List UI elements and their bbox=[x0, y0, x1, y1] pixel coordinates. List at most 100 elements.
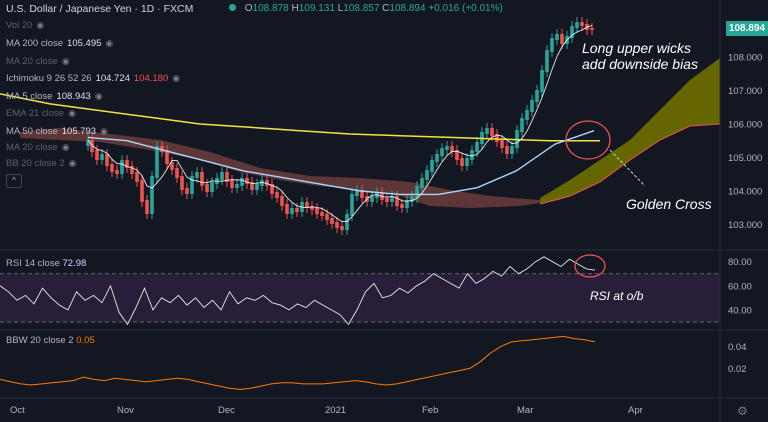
visibility-eye-icon[interactable]: ◉ bbox=[36, 20, 45, 30]
candle-body bbox=[110, 164, 114, 172]
candle-body bbox=[275, 192, 279, 198]
candle-body bbox=[500, 140, 504, 148]
candle-body bbox=[550, 38, 554, 52]
indicator-label: MA 50 close bbox=[6, 126, 58, 137]
bbw-pane: 0.04 0.02 bbox=[0, 335, 747, 390]
candle-body bbox=[450, 146, 454, 152]
indicator-label: MA 20 close bbox=[6, 142, 58, 153]
indicator-legend-item[interactable]: EMA 21 close ◉ bbox=[6, 108, 76, 119]
candle-body bbox=[370, 196, 374, 202]
candle-body bbox=[535, 90, 539, 102]
candle-body bbox=[240, 178, 244, 186]
close-label: C bbox=[382, 3, 390, 14]
candle-body bbox=[145, 200, 149, 214]
indicator-legend-item[interactable]: MA 5 close 108.943 ◉ bbox=[6, 91, 103, 102]
price-tick-label: 108.000 bbox=[728, 52, 762, 63]
ohlc-readout: O108.878 H109.131 L108.857 C108.894 +0.0… bbox=[225, 3, 503, 14]
market-open-icon bbox=[229, 4, 236, 11]
last-price-badge: 108.894 bbox=[726, 21, 768, 36]
candlestick-series bbox=[86, 17, 594, 235]
collapse-legend-button[interactable]: ^ bbox=[6, 174, 22, 188]
visibility-eye-icon[interactable]: ◉ bbox=[172, 73, 181, 83]
time-tick-label: Nov bbox=[117, 405, 134, 416]
golden-cross-pointer bbox=[609, 149, 646, 187]
indicator-label: BB 20 close 2 bbox=[6, 158, 65, 169]
visibility-eye-icon[interactable]: ◉ bbox=[105, 38, 114, 48]
indicator-label: EMA 21 close bbox=[6, 108, 65, 119]
candle-body bbox=[415, 186, 419, 198]
candle-body bbox=[505, 146, 509, 154]
settings-gear-icon[interactable]: ⚙ bbox=[737, 404, 748, 418]
bbw-value: 0.05 bbox=[76, 335, 95, 346]
candle-body bbox=[160, 146, 164, 152]
bbw-tick-label: 0.02 bbox=[728, 364, 747, 375]
indicator-label: MA 5 close bbox=[6, 91, 53, 102]
candle-body bbox=[425, 170, 429, 180]
indicator-legend-item[interactable]: Vol 20 ◉ bbox=[6, 20, 44, 31]
candle-body bbox=[285, 204, 289, 214]
candle-body bbox=[270, 184, 274, 194]
time-tick-label: Mar bbox=[517, 405, 533, 416]
bbw-label: BBW 20 close 2 bbox=[6, 335, 74, 346]
candle-body bbox=[90, 140, 94, 152]
indicator-value: 104.724 bbox=[95, 73, 130, 84]
candle-body bbox=[220, 172, 224, 180]
cloud-red-area bbox=[20, 128, 560, 208]
candle-body bbox=[385, 198, 389, 202]
candle-body bbox=[315, 208, 319, 214]
candle-body bbox=[530, 100, 534, 112]
indicator-legend-item[interactable]: MA 20 close ◉ bbox=[6, 142, 70, 153]
candle-body bbox=[125, 160, 129, 168]
indicator-legend-item[interactable]: MA 20 close ◉ bbox=[6, 56, 70, 67]
candle-body bbox=[290, 208, 294, 214]
indicator-legend-item[interactable]: MA 50 close 105.793 ◉ bbox=[6, 126, 108, 137]
visibility-eye-icon[interactable]: ◉ bbox=[94, 91, 103, 101]
candle-body bbox=[260, 180, 264, 186]
candle-body bbox=[335, 222, 339, 228]
candle-body bbox=[390, 196, 394, 202]
visibility-eye-icon[interactable]: ◉ bbox=[68, 158, 77, 168]
visibility-eye-icon[interactable]: ◉ bbox=[68, 108, 76, 118]
visibility-eye-icon[interactable]: ◉ bbox=[61, 142, 70, 152]
rsi-legend: RSI 14 close 72.98 bbox=[6, 258, 86, 269]
cloud-span-b-line bbox=[539, 123, 721, 205]
candle-body bbox=[395, 196, 399, 206]
indicator-legend-item[interactable]: MA 200 close 105.495 ◉ bbox=[6, 38, 113, 49]
indicator-value: 108.943 bbox=[56, 91, 91, 102]
indicator-value-2: 104.180 bbox=[133, 73, 169, 84]
candle-body bbox=[255, 184, 259, 190]
bbw-line bbox=[0, 335, 596, 390]
rsi-line bbox=[0, 256, 596, 326]
rsi-label: RSI 14 close bbox=[6, 258, 60, 269]
candle-body bbox=[575, 22, 579, 28]
candle-body bbox=[95, 150, 99, 160]
price-tick-label: 106.000 bbox=[728, 119, 762, 130]
indicator-label: MA 200 close bbox=[6, 38, 64, 49]
candle-body bbox=[590, 28, 594, 30]
high-label: H bbox=[291, 3, 299, 14]
candle-body bbox=[265, 180, 269, 186]
indicator-legend-item[interactable]: Ichimoku 9 26 52 26 104.724 104.180 ◉ bbox=[6, 73, 180, 84]
rsi-ob-circle bbox=[574, 254, 606, 278]
candle-body bbox=[170, 162, 174, 170]
candle-body bbox=[190, 176, 194, 194]
price-tick-label: 107.000 bbox=[728, 86, 762, 97]
candle-body bbox=[485, 128, 489, 134]
candle-body bbox=[430, 160, 434, 172]
symbol-title[interactable]: U.S. Dollar / Japanese Yen · 1D · FXCM bbox=[6, 3, 194, 15]
ma200-line bbox=[0, 93, 600, 142]
visibility-eye-icon[interactable]: ◉ bbox=[61, 56, 70, 66]
candle-body bbox=[305, 202, 309, 208]
indicator-value: 105.793 bbox=[61, 126, 97, 137]
candle-body bbox=[155, 146, 159, 178]
candle-body bbox=[140, 180, 144, 202]
candle-body bbox=[475, 142, 479, 152]
candle-body bbox=[225, 172, 229, 182]
visibility-eye-icon[interactable]: ◉ bbox=[100, 126, 108, 136]
candle-body bbox=[540, 70, 544, 92]
candle-body bbox=[235, 184, 239, 188]
indicator-legend-item[interactable]: BB 20 close 2 ◉ bbox=[6, 158, 76, 169]
candle-body bbox=[310, 206, 314, 210]
